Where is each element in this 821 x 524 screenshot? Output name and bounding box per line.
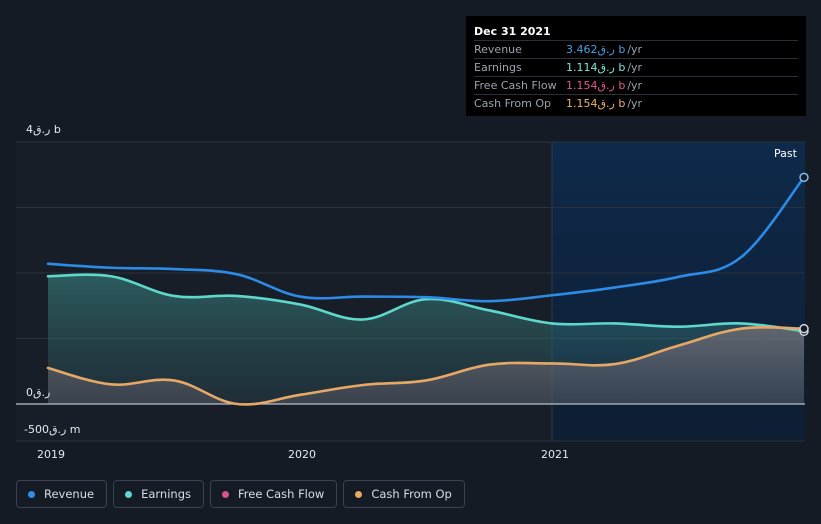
tooltip-value: 3.462ر.ق b — [566, 43, 626, 56]
x-tick-2019: 2019 — [37, 448, 65, 461]
tooltip-value: 1.114ر.ق b — [566, 61, 626, 74]
tooltip-value: 1.154ر.ق b — [566, 79, 626, 92]
tooltip-label: Earnings — [474, 61, 522, 74]
tooltip-label: Cash From Op — [474, 97, 552, 110]
x-tick-2020: 2020 — [288, 448, 316, 461]
legend-item-earnings[interactable]: Earnings — [113, 480, 204, 508]
tooltip-row-earnings: Earnings 1.114ر.ق b /yr — [474, 58, 798, 76]
y-tick-bottom: -500ر.ق m — [24, 423, 81, 436]
revenue-end-point — [799, 172, 809, 183]
tooltip-label: Free Cash Flow — [474, 79, 557, 92]
legend-item-revenue[interactable]: Revenue — [16, 480, 108, 508]
y-tick-zero: 0ر.ق — [26, 386, 51, 399]
tooltip-row-free-cash-flow: Free Cash Flow 1.154ر.ق b /yr — [474, 76, 798, 94]
legend-label: Earnings — [141, 487, 191, 501]
tooltip-unit: /yr — [627, 61, 643, 74]
tooltip-unit: /yr — [627, 97, 643, 110]
tooltip-row-cash-from-op: Cash From Op 1.154ر.ق b /yr — [474, 94, 798, 112]
tooltip: Dec 31 2021 Revenue 3.462ر.ق b /yr Earni… — [466, 16, 806, 116]
dot-icon — [355, 490, 363, 498]
revenue-line — [46, 176, 806, 303]
tooltip-date: Dec 31 2021 — [474, 25, 551, 38]
tooltip-row-revenue: Revenue 3.462ر.ق b /yr — [474, 40, 798, 58]
earnings-line — [46, 273, 806, 333]
dot-icon — [28, 490, 35, 498]
tooltip-unit: /yr — [627, 43, 643, 56]
tooltip-value: 1.154ر.ق b — [566, 97, 626, 110]
cash-from-op-area — [48, 327, 804, 405]
legend-item-free-cash-flow[interactable]: Free Cash Flow — [210, 480, 338, 508]
cash-from-op-end-point — [799, 323, 809, 334]
x-tick-2021: 2021 — [541, 448, 569, 461]
cash-from-op-line — [46, 326, 806, 406]
legend: Revenue Earnings Free Cash Flow Cash Fro… — [16, 480, 465, 508]
legend-label: Free Cash Flow — [238, 487, 325, 501]
tooltip-label: Revenue — [474, 43, 522, 56]
legend-item-cash-from-op[interactable]: Cash From Op — [343, 480, 465, 508]
legend-label: Cash From Op — [371, 487, 452, 501]
dot-icon — [125, 490, 133, 498]
legend-label: Revenue — [44, 487, 95, 501]
y-tick-top: 4ر.ق b — [26, 123, 61, 136]
dot-icon — [222, 490, 229, 498]
tooltip-unit: /yr — [627, 79, 643, 92]
past-label: Past — [774, 147, 797, 160]
